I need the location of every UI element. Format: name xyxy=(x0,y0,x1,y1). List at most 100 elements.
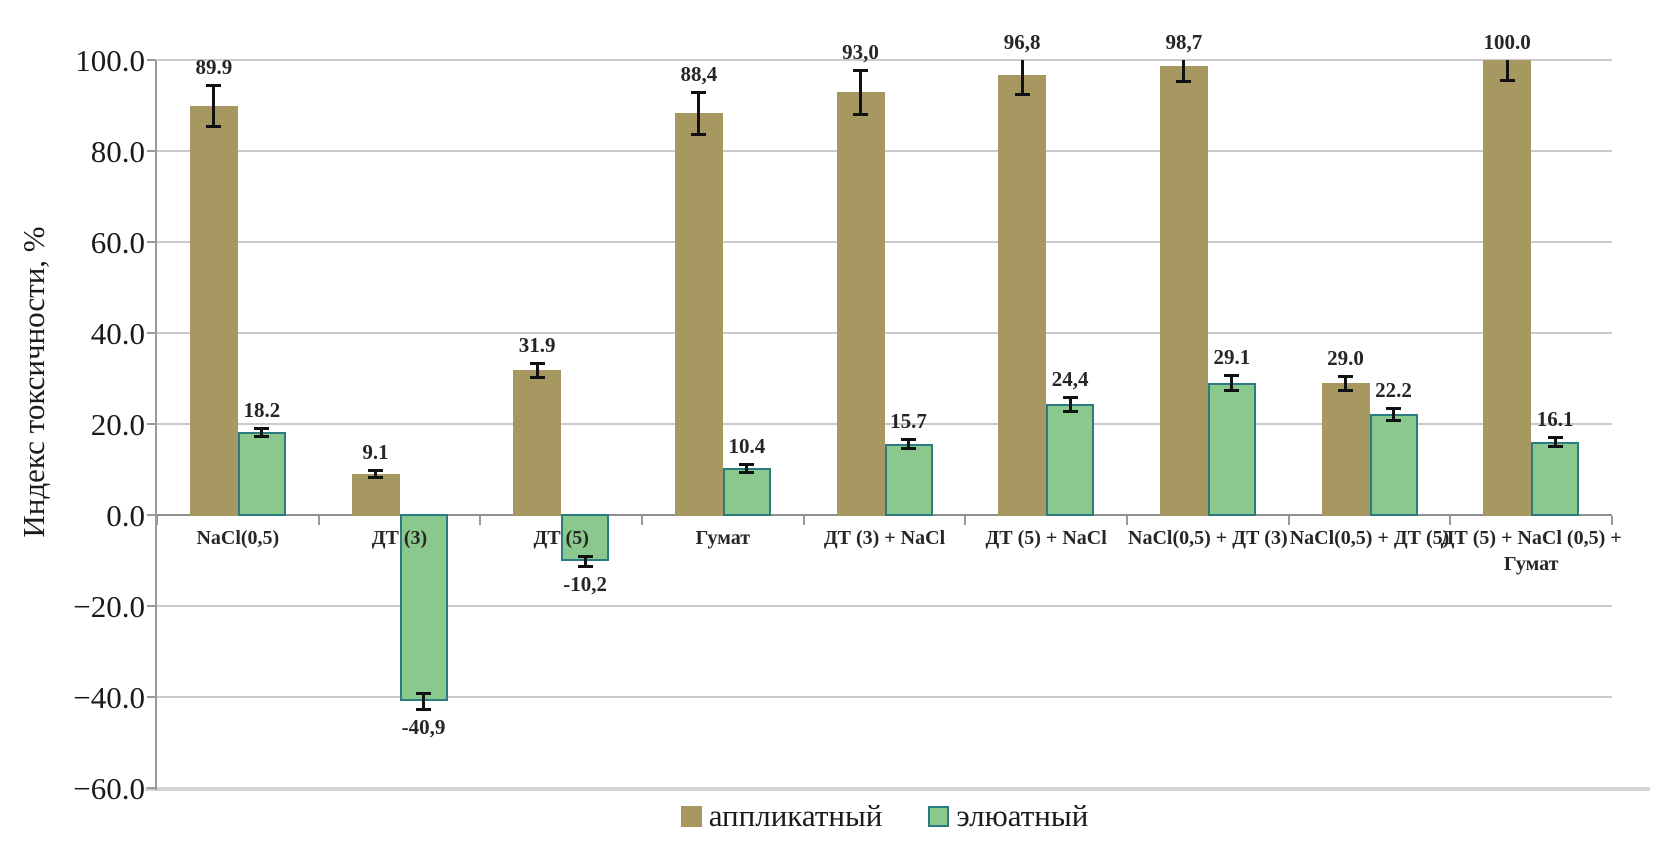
bar-value-label: 29.1 xyxy=(1213,345,1251,370)
gridline xyxy=(157,241,1612,243)
gridline xyxy=(157,150,1612,152)
error-bar-cap xyxy=(1062,396,1078,400)
bar xyxy=(836,91,885,516)
bar xyxy=(1046,403,1095,516)
bar xyxy=(674,112,723,516)
category-label: NaCl(0,5) xyxy=(196,527,280,549)
bar-value-label: 24,4 xyxy=(1051,367,1089,392)
y-tick-label: −20.0 xyxy=(73,589,145,624)
error-bar xyxy=(1344,376,1347,390)
error-bar-cap xyxy=(577,555,593,559)
category-label: Гумат xyxy=(695,527,751,549)
y-tick-mark xyxy=(147,59,156,61)
y-tick-label: −60.0 xyxy=(73,771,145,806)
legend-marker-applikatny-icon xyxy=(680,805,702,827)
error-bar-cap xyxy=(368,476,383,480)
error-bar xyxy=(1230,375,1234,390)
legend-label-eluatny: элюатный xyxy=(956,798,1089,833)
bar xyxy=(1369,413,1418,516)
bar-value-label: 96,8 xyxy=(1003,30,1041,54)
legend-item-eluatny: элюатный xyxy=(928,798,1088,834)
error-bar xyxy=(745,463,749,472)
y-tick-label: 40.0 xyxy=(90,316,145,351)
bar xyxy=(237,432,286,516)
bar-value-label: 100.0 xyxy=(1483,30,1531,54)
error-bar-cap xyxy=(853,113,868,117)
error-bar-cap xyxy=(416,707,431,711)
legend-item-applikatny: аппликатный xyxy=(680,798,882,834)
gridline xyxy=(157,59,1612,61)
y-tick-mark xyxy=(147,332,156,334)
bar xyxy=(1321,383,1370,516)
bar-value-label: 93,0 xyxy=(842,39,879,64)
error-bar-cap xyxy=(1014,92,1030,96)
gridline xyxy=(145,787,1650,791)
error-bar xyxy=(859,69,862,115)
y-tick-label: 80.0 xyxy=(90,134,145,169)
bar-value-label: 88,4 xyxy=(680,61,718,86)
error-bar-cap xyxy=(1176,79,1192,83)
y-tick-label: 0.0 xyxy=(106,498,145,533)
error-bar-cap xyxy=(254,427,270,431)
error-bar xyxy=(907,439,910,449)
y-tick-mark xyxy=(147,605,156,607)
bar-value-label: -10,2 xyxy=(563,572,608,597)
bar-value-label: 89.9 xyxy=(195,55,233,80)
y-tick-label: 60.0 xyxy=(90,225,145,260)
y-axis-line xyxy=(155,60,157,790)
error-bar-cap xyxy=(254,435,270,439)
error-bar-cap xyxy=(739,470,755,474)
error-bar-cap xyxy=(577,565,593,569)
bar-value-label: 22.2 xyxy=(1375,378,1412,403)
error-bar-cap xyxy=(1547,436,1563,440)
category-label: ДТ (5) xyxy=(533,527,589,549)
legend: аппликатный элюатный xyxy=(157,798,1612,834)
bar xyxy=(1207,382,1256,516)
x-tick-mark xyxy=(156,516,158,525)
error-bar-cap xyxy=(691,132,707,136)
error-bar-cap xyxy=(1499,79,1515,83)
category-label: ДТ (3) xyxy=(371,527,428,549)
error-bar-cap xyxy=(1338,375,1353,379)
bar xyxy=(399,514,448,702)
bar-value-label: 15.7 xyxy=(890,409,927,433)
category-label: ДТ (3) + NaCl xyxy=(823,527,946,549)
error-bar xyxy=(1392,408,1395,420)
x-tick-mark xyxy=(479,516,482,525)
gridline xyxy=(157,696,1612,698)
gridline xyxy=(157,605,1612,607)
error-bar xyxy=(1020,60,1024,94)
bar-value-label: 18.2 xyxy=(243,398,281,423)
bar xyxy=(722,467,771,516)
x-tick-mark xyxy=(1126,516,1128,525)
gridline xyxy=(157,423,1612,425)
error-bar xyxy=(1553,437,1557,447)
y-tick-mark xyxy=(147,150,156,152)
x-tick-mark xyxy=(964,516,967,525)
y-tick-mark xyxy=(147,696,156,698)
error-bar xyxy=(260,428,264,437)
error-bar xyxy=(1182,60,1186,81)
bar xyxy=(1483,60,1532,516)
error-bar xyxy=(374,469,377,478)
error-bar-cap xyxy=(368,468,383,472)
error-bar-cap xyxy=(206,84,222,88)
bar-value-label: 31.9 xyxy=(518,333,556,358)
error-bar-cap xyxy=(529,362,545,366)
category-label: ДТ (5) + NaCl (0,5) + Гумат xyxy=(1440,527,1622,575)
x-tick-mark xyxy=(317,516,320,525)
bar xyxy=(513,369,562,516)
y-tick-label: 100.0 xyxy=(75,43,145,78)
bar xyxy=(189,105,238,516)
bar xyxy=(1159,65,1208,516)
error-bar-cap xyxy=(1547,445,1563,449)
error-bar-cap xyxy=(1062,409,1078,413)
error-bar xyxy=(212,85,216,127)
error-bar xyxy=(583,556,587,567)
error-bar-cap xyxy=(853,68,868,72)
bar-value-label: -40,9 xyxy=(401,714,446,739)
x-tick-mark xyxy=(1611,516,1613,525)
y-tick-mark xyxy=(147,514,156,516)
error-bar-cap xyxy=(901,438,916,441)
